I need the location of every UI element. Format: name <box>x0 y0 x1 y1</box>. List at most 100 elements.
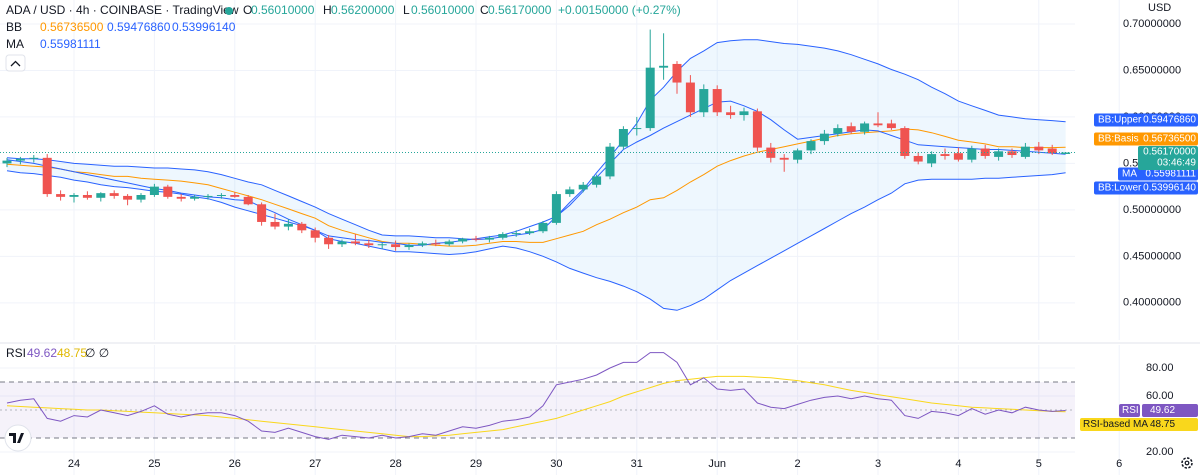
candle-body <box>377 244 387 246</box>
axis-label-name: BB:Lower <box>1098 183 1142 194</box>
settings-gear-hub[interactable] <box>1184 460 1190 466</box>
axis-label-box <box>1094 132 1198 146</box>
candle-body <box>940 154 950 156</box>
logo-badge[interactable] <box>4 424 32 452</box>
collapse-button[interactable] <box>5 54 26 72</box>
axis-label-name: MA <box>1122 169 1137 180</box>
rsi-value-box <box>1142 404 1198 417</box>
y-tick-label: 0.65000000 <box>1123 64 1181 76</box>
candle-body <box>216 195 226 197</box>
candle-body <box>270 221 280 227</box>
axis-label-box <box>1118 167 1198 181</box>
bb-upper-value: 0.59476860 <box>107 20 171 34</box>
axis-label-name: BB:Basis <box>1098 134 1139 145</box>
ohlc-key: L <box>403 3 410 17</box>
candle-body <box>176 196 186 199</box>
candle-body <box>967 148 977 160</box>
x-tick-label: 31 <box>631 458 643 470</box>
candle-body <box>69 195 79 197</box>
candle-body <box>417 243 427 246</box>
x-tick-label: 2 <box>795 458 801 470</box>
candle-body <box>819 133 829 142</box>
last-price-box <box>1138 146 1198 170</box>
candle-body <box>1061 152 1071 155</box>
y-tick-label: 0.70000000 <box>1123 18 1181 30</box>
bb-band-fill <box>7 39 1066 311</box>
ohlc-value: 0.56010000 <box>251 3 315 17</box>
bb-basis-value: 0.56736500 <box>40 20 104 34</box>
candle-body <box>243 196 253 205</box>
candle-body <box>15 158 25 161</box>
candle-body <box>846 126 856 132</box>
candle-body <box>297 223 307 231</box>
rsi-ma-box <box>1080 418 1198 431</box>
ohlc-key: H <box>323 3 332 17</box>
candle-body <box>659 65 669 68</box>
settings-gear[interactable] <box>1181 457 1193 469</box>
rsi-layer <box>0 352 1075 440</box>
ma-legend-label: MA <box>6 37 24 51</box>
rsi-value: 49.62 <box>1150 405 1175 416</box>
candle-body <box>1020 146 1030 157</box>
y-tick-label: 0.45000000 <box>1123 250 1181 262</box>
candle-body <box>136 195 146 200</box>
candle-body <box>149 186 159 196</box>
candle-body <box>337 241 347 245</box>
ohlc-key: C <box>480 3 489 17</box>
main-layer <box>0 29 1075 311</box>
indicator-line <box>6 170 1066 311</box>
x-tick-label: 4 <box>955 458 961 470</box>
tradingview-logo[interactable] <box>4 424 32 452</box>
ohlc-value: 0.56200000 <box>331 3 395 17</box>
candle-body <box>953 153 963 160</box>
candle-body <box>699 89 709 113</box>
candle-body <box>310 230 320 238</box>
x-tick-label: 6 <box>1116 458 1122 470</box>
candle-body <box>1007 151 1017 156</box>
axis-label-value: 0.56736500 <box>1143 134 1196 145</box>
candle-body <box>29 157 39 159</box>
countdown-label: 03:46:49 <box>1157 158 1196 169</box>
logo-mark[interactable] <box>9 433 24 443</box>
candle-body <box>163 186 173 197</box>
candle-body <box>913 155 923 162</box>
candle-body <box>471 238 481 240</box>
candle-body <box>525 231 535 234</box>
x-tick-label: 29 <box>470 458 482 470</box>
candle-body <box>592 176 602 185</box>
candle-body <box>230 195 240 197</box>
x-tick-label: 30 <box>550 458 562 470</box>
candle-body <box>551 194 561 223</box>
candle-body <box>927 154 937 164</box>
candle-body <box>886 123 896 129</box>
candle-body <box>860 123 870 132</box>
x-tick-label: 24 <box>68 458 80 470</box>
rsi-name: RSI <box>1122 405 1139 416</box>
candle-body <box>431 243 441 245</box>
axis-label-value: 0.55981111 <box>1145 169 1196 180</box>
collapse-button-box[interactable] <box>5 54 26 72</box>
candle-body <box>458 238 468 242</box>
y-tick-label: 80.00 <box>1146 362 1174 374</box>
candle-body <box>1034 146 1044 151</box>
ma-value: 0.55981111 <box>40 37 101 51</box>
candle-body <box>712 89 722 113</box>
candle-body <box>283 223 293 227</box>
candle-body <box>109 193 119 196</box>
candle-body <box>123 195 133 200</box>
collapse-icon[interactable] <box>10 60 21 67</box>
candle-body <box>645 67 655 129</box>
rsi-line <box>6 375 1066 438</box>
x-tick-label: 25 <box>148 458 160 470</box>
settings-button[interactable] <box>1181 457 1193 469</box>
candle-body <box>203 195 213 197</box>
candle-body <box>618 129 628 147</box>
candle-body <box>42 157 52 195</box>
indicator-line <box>6 39 1066 241</box>
x-tick-label: Jun <box>708 458 726 470</box>
currency-label: USD <box>1148 2 1171 14</box>
candle-body <box>391 244 401 248</box>
candle-body <box>685 82 695 113</box>
candle-body <box>350 241 360 244</box>
candle-body <box>726 112 736 116</box>
